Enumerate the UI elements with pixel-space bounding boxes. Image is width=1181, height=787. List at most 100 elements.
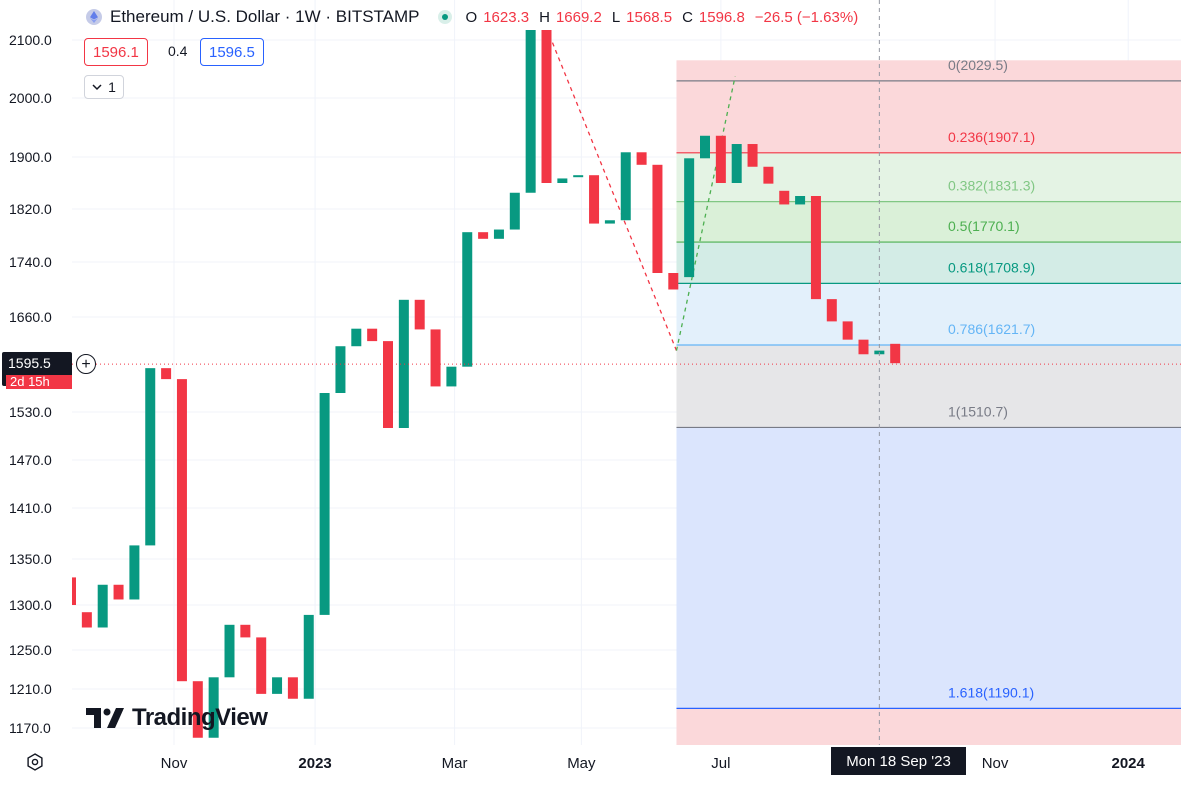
y-axis-tick-label: 2000.0 [9,90,52,106]
candle-up [493,229,504,239]
fib-zone-top [676,60,1181,81]
candle-down [652,164,663,273]
candle-up [351,328,362,347]
chart-header: Ethereum / U.S. Dollar · 1W · BITSTAMP O… [86,6,862,28]
candle-up [303,614,314,699]
ohlc-high-value: 1669.2 [555,8,602,26]
logo-text: TradingView [132,704,268,731]
fib-zone-1.618 [676,708,1181,745]
candle-down [826,299,837,322]
fib-level-label: 1.618(1190.1) [948,684,1034,700]
settings-icon[interactable] [26,753,44,771]
y-axis-tick-label: 1210.0 [9,681,52,697]
candle-down [383,341,393,428]
x-axis-tick-label: 2023 [298,755,331,772]
candle-up [684,158,695,278]
indicators-count: 1 [108,79,116,95]
fib-level-label: 0(2029.5) [948,57,1008,73]
y-axis-tick-label: 1740.0 [9,254,52,270]
fib-zone-0.5 [676,242,1181,284]
candle-down [240,624,251,638]
y-axis-tick-label: 1660.0 [9,309,52,325]
market-status-icon[interactable] [437,10,452,24]
candle-down [367,328,378,342]
candle-down [858,339,869,355]
symbol-title[interactable]: Ethereum / U.S. Dollar · 1W · BITSTAMP [110,7,420,26]
candle-down [890,343,901,364]
indicators-toggle-button[interactable]: 1 [84,75,124,99]
candle-up [731,144,742,183]
candle-down [541,30,552,183]
candle-up [208,677,219,738]
candle-down [256,637,267,694]
candle-down [72,577,76,605]
ohlc-low-label: L [611,8,621,26]
candle-down [176,379,187,682]
candle-down [747,144,758,167]
candle-up [604,220,615,224]
candle-down [779,190,790,205]
x-axis-tick-label: 2024 [1112,755,1146,772]
ohlc-values: O 1623.3 H 1669.2 L 1568.5 C 1596.8 −26.5 (−… [466,9,863,26]
spread-value: 0.4 [168,43,188,59]
candle-down [192,681,203,738]
candle-up [319,393,330,615]
x-axis-tick-label: Nov [982,755,1009,772]
candle-up [525,30,536,193]
trend-line [546,30,678,351]
ohlc-close-value: 1596.8 [698,8,745,26]
candle-up [145,368,156,546]
tradingview-logo-icon [86,708,124,728]
fib-zone-0.236 [676,152,1181,202]
fib-level-label: 0.618(1708.9) [948,259,1035,275]
ohlc-close-label: C [682,8,693,26]
y-axis-tick-label: 1300.0 [9,597,52,613]
crosshair-time-label: Mon 18 Sep '23 [831,747,966,775]
x-axis-tick-label: Mar [442,755,468,772]
candle-down [589,175,600,224]
y-axis-tick-label: 1350.0 [9,551,52,567]
candle-up [129,545,140,600]
fib-level-label: 0.382(1831.3) [948,178,1035,194]
fib-level-label: 1(1510.7) [948,403,1008,419]
candle-down [715,135,726,183]
candle-down [287,677,298,699]
candle-up [224,624,235,678]
fib-level-label: 0.236(1907.1) [948,129,1035,145]
ethereum-icon [86,9,102,25]
buy-button[interactable]: 1596.5 [200,38,264,66]
x-axis-tick-label: Nov [161,755,188,772]
ohlc-low-value: 1568.5 [626,8,673,26]
chevron-down-icon [92,84,102,91]
ohlc-open-value: 1623.3 [483,8,530,26]
ohlc-open-label: O [465,8,478,26]
y-axis-tick-label: 1410.0 [9,500,52,516]
fib-level-label: 0.786(1621.7) [948,321,1035,337]
candle-up [462,232,473,367]
candle-up [335,346,346,393]
candle-down [478,232,489,239]
tradingview-logo: TradingView [86,704,268,732]
candle-down [842,321,853,340]
fib-level-label: 0.5(1770.1) [948,218,1020,234]
sell-button[interactable]: 1596.1 [84,38,148,66]
bar-countdown: 2d 15h [6,375,72,389]
candle-down [430,329,441,387]
candle-up [795,196,806,205]
candle-down [161,368,172,380]
candle-up [272,677,283,694]
fib-zone-0.786 [676,344,1181,428]
add-alert-button[interactable]: + [76,354,96,374]
x-axis-tick-label: Jul [711,755,730,772]
candle-up [509,192,520,230]
candle-up [573,175,584,178]
candle-down [668,273,679,290]
y-axis-tick-label: 2100.0 [9,32,52,48]
ohlc-high-label: H [539,8,550,26]
fib-zone-0.382 [676,201,1181,243]
candle-up [398,299,409,428]
y-axis-tick-label: 1820.0 [9,201,52,217]
ohlc-change: −26.5 (−1.63%) [754,8,859,26]
candle-up [97,584,108,628]
